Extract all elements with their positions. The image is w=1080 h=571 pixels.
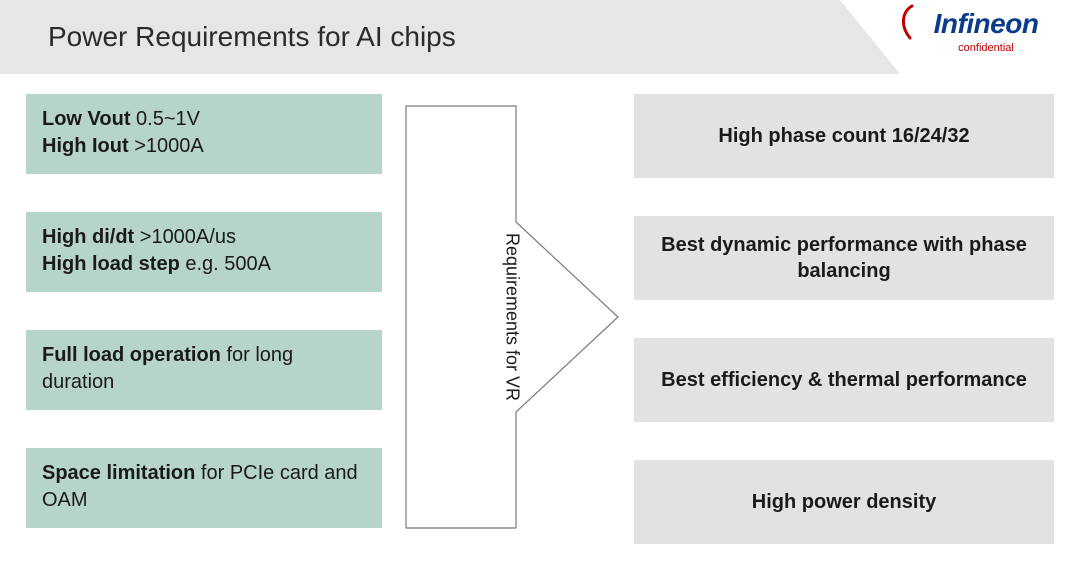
lb2-rest2: e.g. 500A [180, 253, 271, 275]
logo-word: Infineon [934, 8, 1039, 39]
content-area: Low Vout 0.5~1V High Iout >1000A High di… [0, 74, 1080, 571]
header-bar: Power Requirements for AI chips Infineon… [0, 0, 1080, 74]
lb1-bold2: High Iout [42, 135, 129, 157]
lb2-rest1: >1000A/us [134, 226, 236, 248]
logo-swoosh-icon [898, 4, 920, 40]
confidential-label: confidential [916, 42, 1056, 54]
right-column: High phase count 16/24/32 Best dynamic p… [634, 94, 1054, 544]
right-box-1: High phase count 16/24/32 [634, 94, 1054, 178]
right-box-3: Best efficiency & thermal performance [634, 338, 1054, 422]
lb1-rest2: >1000A [129, 135, 204, 157]
arrow-block: Requirements for VR [402, 102, 622, 532]
left-box-1: Low Vout 0.5~1V High Iout >1000A [26, 94, 382, 174]
lb3-bold1: Full load operation [42, 344, 221, 366]
lb2-bold2: High load step [42, 253, 180, 275]
left-box-2: High di/dt >1000A/us High load step e.g.… [26, 212, 382, 292]
arrow-label: Requirements for VR [502, 233, 523, 401]
page-title: Power Requirements for AI chips [48, 21, 456, 53]
lb1-rest1: 0.5~1V [131, 108, 201, 130]
left-box-4: Space limitation for PCIe card and OAM [26, 448, 382, 528]
left-box-3: Full load operation for long duration [26, 330, 382, 410]
right-box-2: Best dynamic performance with phase bala… [634, 216, 1054, 300]
logo-text: Infineon [916, 8, 1056, 40]
right-box-4: High power density [634, 460, 1054, 544]
header-inner: Power Requirements for AI chips [0, 0, 920, 74]
lb2-bold1: High di/dt [42, 226, 134, 248]
lb4-bold1: Space limitation [42, 462, 195, 484]
logo-block: Infineon confidential [916, 8, 1056, 54]
lb1-bold1: Low Vout [42, 108, 131, 130]
left-column: Low Vout 0.5~1V High Iout >1000A High di… [26, 94, 382, 528]
